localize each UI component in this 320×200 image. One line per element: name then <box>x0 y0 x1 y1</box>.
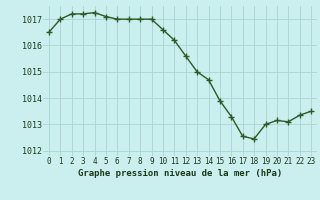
X-axis label: Graphe pression niveau de la mer (hPa): Graphe pression niveau de la mer (hPa) <box>78 169 282 178</box>
